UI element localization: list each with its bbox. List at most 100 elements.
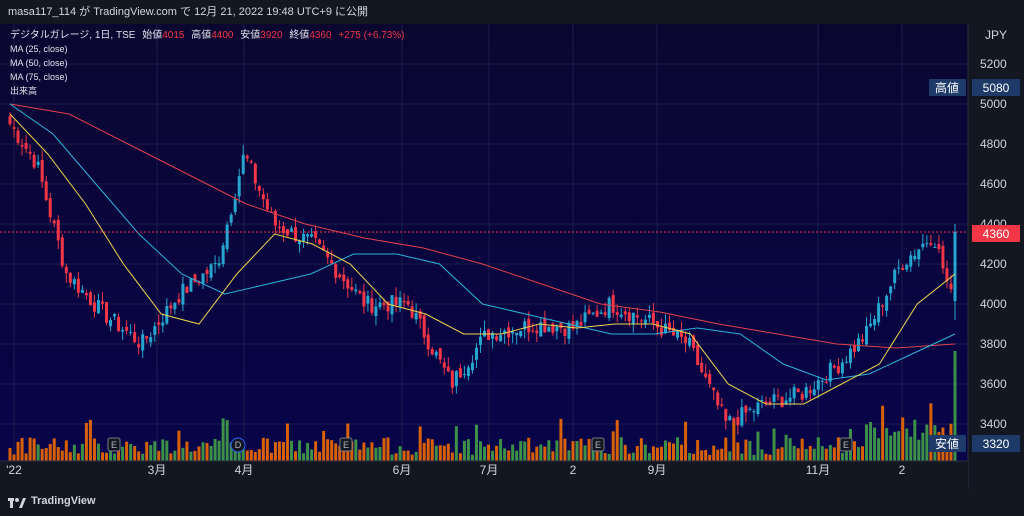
candle-body[interactable] xyxy=(527,318,531,333)
candle-body[interactable] xyxy=(551,323,555,333)
candle-body[interactable] xyxy=(808,390,812,394)
candle-body[interactable] xyxy=(277,226,281,228)
candle-body[interactable] xyxy=(812,389,816,396)
candle-body[interactable] xyxy=(306,234,310,237)
candle-body[interactable] xyxy=(583,312,587,323)
candle-body[interactable] xyxy=(929,243,933,245)
candle-body[interactable] xyxy=(941,246,945,269)
candle-body[interactable] xyxy=(897,267,901,269)
price-axis[interactable] xyxy=(968,24,1024,490)
candle-body[interactable] xyxy=(889,286,893,294)
candle-body[interactable] xyxy=(937,244,941,250)
candle-body[interactable] xyxy=(792,387,796,399)
candle-body[interactable] xyxy=(869,323,873,327)
candle-body[interactable] xyxy=(92,302,96,312)
candle-body[interactable] xyxy=(499,335,503,342)
candle-body[interactable] xyxy=(547,327,551,332)
candle-body[interactable] xyxy=(945,268,949,282)
candle-body[interactable] xyxy=(245,155,249,159)
candle-body[interactable] xyxy=(354,289,358,292)
candle-body[interactable] xyxy=(326,251,330,258)
candle-body[interactable] xyxy=(48,198,52,218)
candle-body[interactable] xyxy=(949,283,953,290)
candle-body[interactable] xyxy=(237,176,241,197)
chart-svg[interactable]: E D E E E JPY 34003600380040004200440046… xyxy=(0,24,1024,490)
dividend-marker[interactable]: D xyxy=(230,437,246,453)
candle-body[interactable] xyxy=(241,154,245,174)
candle-body[interactable] xyxy=(414,312,418,320)
candle-body[interactable] xyxy=(145,335,149,339)
candle-body[interactable] xyxy=(893,269,897,284)
candle-body[interactable] xyxy=(285,229,289,236)
candle-body[interactable] xyxy=(539,322,543,337)
candle-body[interactable] xyxy=(229,214,233,223)
candle-body[interactable] xyxy=(40,160,44,182)
candle-body[interactable] xyxy=(233,199,237,213)
candle-body[interactable] xyxy=(856,338,860,352)
candle-body[interactable] xyxy=(96,299,100,314)
candle-body[interactable] xyxy=(68,272,72,283)
candle-body[interactable] xyxy=(768,401,772,404)
candle-body[interactable] xyxy=(44,181,48,201)
candle-body[interactable] xyxy=(28,151,32,154)
candle-body[interactable] xyxy=(688,338,692,346)
candle-body[interactable] xyxy=(173,302,177,310)
candle-body[interactable] xyxy=(253,163,257,184)
candle-body[interactable] xyxy=(462,373,466,375)
candle-body[interactable] xyxy=(342,274,346,282)
candle-body[interactable] xyxy=(824,381,828,383)
candle-body[interactable] xyxy=(587,309,591,314)
candle-body[interactable] xyxy=(772,394,776,402)
candle-body[interactable] xyxy=(804,387,808,398)
candle-body[interactable] xyxy=(756,402,760,415)
candle-body[interactable] xyxy=(56,219,60,241)
candle-body[interactable] xyxy=(579,321,583,326)
candle-body[interactable] xyxy=(338,274,342,278)
candle-body[interactable] xyxy=(844,361,848,363)
candle-body[interactable] xyxy=(712,387,716,391)
candle-body[interactable] xyxy=(511,331,515,334)
candle-body[interactable] xyxy=(881,305,885,307)
candle-body[interactable] xyxy=(852,345,856,352)
candle-body[interactable] xyxy=(466,367,470,377)
candle-body[interactable] xyxy=(88,292,92,306)
candle-body[interactable] xyxy=(848,348,852,363)
candle-body[interactable] xyxy=(434,351,438,356)
candle-body[interactable] xyxy=(113,314,117,317)
candle-body[interactable] xyxy=(555,326,559,332)
candle-body[interactable] xyxy=(563,328,567,336)
candle-body[interactable] xyxy=(780,396,784,408)
candle-body[interactable] xyxy=(20,145,24,147)
candle-body[interactable] xyxy=(366,295,370,304)
candle-body[interactable] xyxy=(121,330,125,332)
candle-body[interactable] xyxy=(905,264,909,270)
candle-body[interactable] xyxy=(52,220,56,224)
candle-body[interactable] xyxy=(684,336,688,344)
candle-body[interactable] xyxy=(169,305,173,309)
candle-body[interactable] xyxy=(257,186,261,191)
candle-body[interactable] xyxy=(921,243,925,248)
candle-body[interactable] xyxy=(680,329,684,337)
candle-body[interactable] xyxy=(933,247,937,249)
candle-body[interactable] xyxy=(458,368,462,378)
candle-body[interactable] xyxy=(426,334,430,350)
candle-body[interactable] xyxy=(137,344,141,348)
candle-body[interactable] xyxy=(221,245,225,265)
candle-body[interactable] xyxy=(454,371,458,387)
candle-body[interactable] xyxy=(322,245,326,251)
candle-body[interactable] xyxy=(382,302,386,306)
candle-body[interactable] xyxy=(470,362,474,371)
candle-body[interactable] xyxy=(603,312,607,315)
candle-body[interactable] xyxy=(631,312,635,324)
candle-body[interactable] xyxy=(760,399,764,401)
candle-body[interactable] xyxy=(667,322,671,331)
candle-body[interactable] xyxy=(643,319,647,325)
candle-body[interactable] xyxy=(663,323,667,334)
candle-body[interactable] xyxy=(32,154,36,168)
candle-body[interactable] xyxy=(748,408,752,410)
candle-body[interactable] xyxy=(201,273,205,284)
candle-body[interactable] xyxy=(76,278,80,293)
candle-body[interactable] xyxy=(310,234,314,237)
candle-body[interactable] xyxy=(149,337,153,343)
candle-body[interactable] xyxy=(205,269,209,274)
